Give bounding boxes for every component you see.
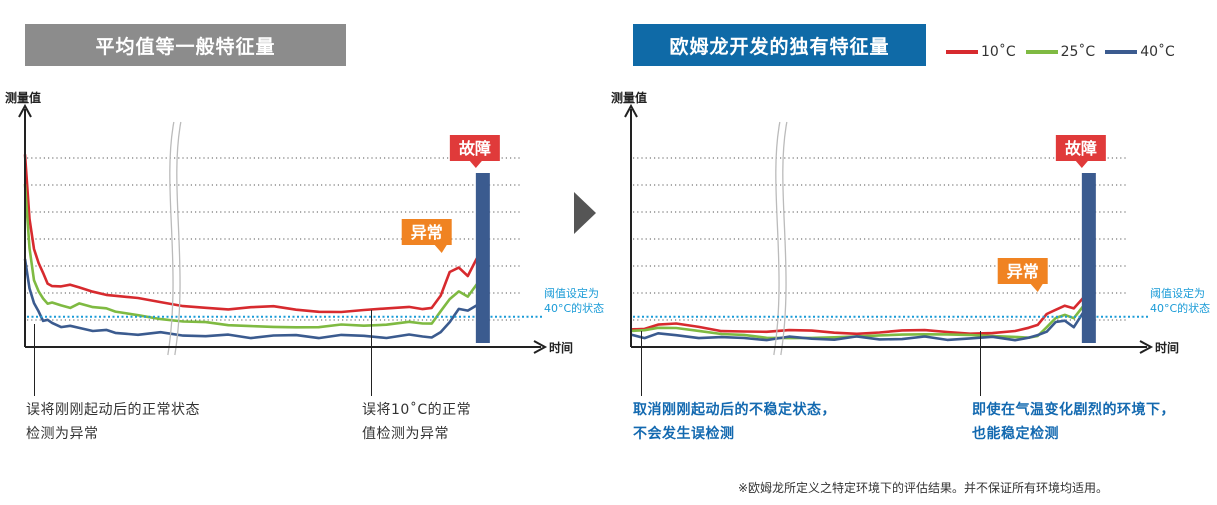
axis-break-mark	[167, 121, 175, 356]
legend-item-40c: 40˚C	[1105, 44, 1175, 60]
right-panel-title: 欧姆龙开发的独有特征量	[633, 24, 926, 66]
fault-badge-pointer	[469, 161, 482, 168]
threshold-label-line2: 40°C的状态	[544, 301, 604, 315]
threshold-label-line2: 40°C的状态	[1150, 301, 1210, 315]
right-caption-b-line1: 即使在气温变化剧烈的环境下，	[972, 402, 1175, 418]
legend-label-10c: 10˚C	[981, 44, 1016, 60]
transition-arrow-icon	[574, 192, 596, 234]
series-line-25c	[630, 305, 1084, 340]
left-panel-title: 平均值等一般特征量	[25, 24, 346, 66]
legend-swatch-40c	[1105, 50, 1138, 54]
legend: 10˚C 25˚C 40˚C	[946, 44, 1175, 60]
series-line-10c	[23, 154, 479, 314]
series-line-40c	[23, 258, 478, 340]
right-caption-b: 即使在气温变化剧烈的环境下， 也能稳定检测	[972, 398, 1175, 446]
left-callout-line-b	[371, 310, 372, 396]
right-callout-line-a	[641, 331, 642, 396]
left-caption-a: 误将刚刚起动后的正常状态 检测为异常	[26, 398, 200, 446]
right-caption-a: 取消刚刚起动后的不稳定状态， 不会发生误检测	[633, 398, 836, 446]
abnormal-label: 异常	[1007, 262, 1039, 281]
axis-break-mark	[773, 121, 781, 356]
axis-break-mark	[780, 121, 788, 356]
right-callout-line-b	[980, 331, 981, 396]
legend-item-25c: 25˚C	[1025, 44, 1096, 60]
left-caption-b-line2: 值检测为异常	[362, 426, 449, 442]
x-axis-label: 时间	[549, 340, 573, 355]
legend-swatch-25c	[1025, 50, 1058, 54]
left-caption-b-line1: 误将10˚C的正常	[362, 402, 472, 418]
fault-label: 故障	[459, 139, 491, 158]
abnormal-badge-pointer	[1030, 284, 1043, 292]
fault-bar	[1081, 173, 1096, 343]
x-axis-label: 时间	[1155, 340, 1179, 355]
x-axis-arrow-icon	[533, 340, 548, 354]
series-line-10c	[630, 297, 1084, 336]
x-axis-arrow-icon	[1139, 340, 1154, 354]
footnote: ※欧姆龙所定义之特定环境下的评估结果。并不保证所有环境均适用。	[738, 481, 1109, 495]
left-caption-a-line1: 误将刚刚起动后的正常状态	[26, 402, 200, 418]
left-caption-a-line2: 检测为异常	[26, 426, 99, 442]
legend-label-40c: 40˚C	[1140, 44, 1175, 60]
legend-item-10c: 10˚C	[946, 44, 1016, 60]
y-axis-arrow-icon	[18, 103, 32, 118]
y-axis-arrow-icon	[624, 103, 638, 118]
fault-bar	[475, 173, 490, 343]
fault-label: 故障	[1065, 139, 1097, 158]
right-caption-a-line2: 不会发生误检测	[633, 426, 735, 442]
right-caption-a-line1: 取消刚刚起动后的不稳定状态，	[633, 402, 836, 418]
threshold-label-line1: 阈值设定为	[1150, 286, 1205, 300]
left-callout-line-a	[34, 324, 35, 396]
abnormal-label: 异常	[411, 223, 443, 242]
y-axis-label: 测量值	[5, 90, 41, 105]
abnormal-badge-pointer	[434, 245, 447, 253]
legend-swatch-10c	[946, 50, 978, 54]
fault-badge	[449, 135, 500, 161]
threshold-label-line1: 阈值设定为	[544, 286, 599, 300]
legend-label-25c: 25˚C	[1060, 44, 1096, 60]
axis-break-mark	[174, 121, 182, 356]
y-axis-label: 测量值	[611, 90, 647, 105]
fault-badge	[1055, 135, 1106, 161]
left-caption-b: 误将10˚C的正常 值检测为异常	[362, 398, 471, 446]
series-line-40c	[630, 312, 1084, 342]
abnormal-badge	[401, 219, 452, 245]
abnormal-badge	[997, 258, 1048, 284]
fault-badge-pointer	[1075, 161, 1088, 168]
series-line-25c	[23, 183, 478, 329]
right-caption-b-line2: 也能稳定检测	[972, 426, 1059, 442]
